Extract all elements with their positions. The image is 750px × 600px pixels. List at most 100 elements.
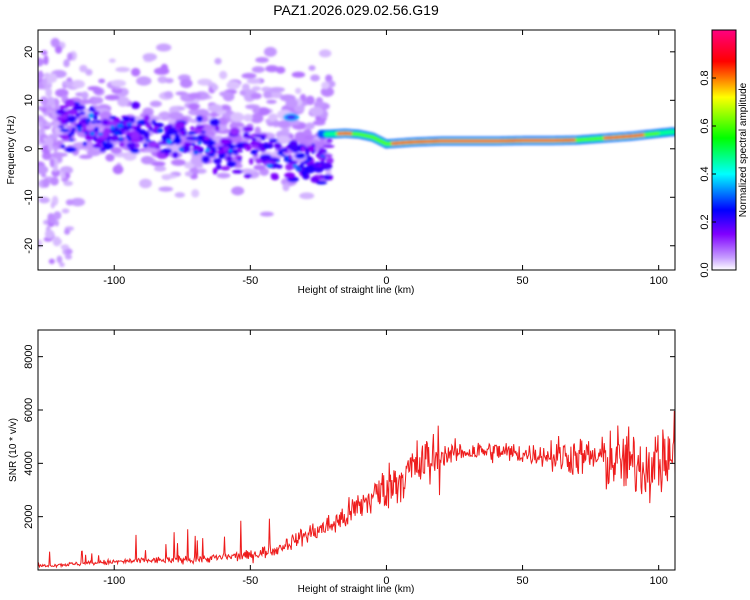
spectral-blob: [58, 105, 69, 110]
spectral-blob: [250, 149, 257, 155]
spectral-blob: [228, 149, 232, 153]
spectral-blob: [214, 57, 222, 65]
spectral-blob: [200, 130, 207, 134]
spectral-blob: [127, 137, 132, 142]
spectral-blob: [310, 176, 319, 183]
spectral-blob: [211, 84, 219, 91]
spectral-blob: [299, 163, 305, 168]
spectral-blob: [303, 175, 307, 179]
spectral-blob: [136, 123, 142, 127]
spectral-blob: [64, 99, 75, 107]
spectral-blob: [65, 199, 74, 206]
spectral-blob: [212, 167, 218, 175]
spectral-blob: [66, 109, 79, 115]
spectral-blob: [209, 118, 220, 127]
x-tick-label: 0: [383, 275, 389, 287]
spectral-blob: [67, 52, 73, 61]
snr-x-label: Height of straight line (km): [298, 584, 415, 595]
spectral-blob: [322, 144, 335, 148]
spectral-blob: [263, 46, 277, 57]
spectral-blob: [188, 103, 200, 111]
spectral-blob: [246, 78, 262, 84]
spectral-blob: [281, 128, 290, 133]
spectral-blob: [79, 64, 88, 73]
spectral-blob: [50, 176, 59, 186]
spectral-blob: [268, 113, 278, 122]
spectral-blob: [209, 141, 214, 146]
spectral-blob: [48, 133, 58, 139]
spectral-blob: [266, 99, 277, 104]
spectral-blob: [247, 145, 253, 150]
spectral-blob: [304, 166, 309, 172]
spectral-blob: [191, 142, 196, 147]
spectral-blob: [259, 211, 274, 217]
spectral-blob: [109, 134, 119, 142]
spectral-blob: [64, 118, 69, 124]
spectral-blob: [215, 163, 222, 170]
spectral-blob: [323, 174, 331, 181]
spectral-blob: [193, 150, 199, 155]
spectral-blob: [156, 128, 164, 133]
spectral-blob: [44, 229, 55, 239]
spectral-blob: [255, 57, 269, 63]
colorbar-gradient: [711, 29, 737, 271]
spectral-blob: [187, 131, 195, 136]
spectral-blob: [174, 121, 186, 129]
spectral-blob: [271, 91, 283, 99]
spectral-blob: [85, 68, 93, 76]
y-tick-label: 0: [23, 146, 35, 152]
spectral-blob: [59, 262, 65, 268]
spectral-blob: [117, 129, 121, 133]
spectral-blob: [38, 196, 50, 204]
spectral-blob: [110, 125, 114, 130]
spectral-blob: [189, 126, 195, 131]
spectral-blob: [299, 192, 315, 200]
spectral-blob: [149, 100, 162, 108]
spectral-blob: [112, 164, 124, 175]
spectral-blob: [101, 118, 109, 126]
spectral-blob: [256, 107, 271, 116]
spectral-blob: [64, 254, 73, 260]
spectral-blob: [89, 105, 95, 111]
spectral-blob: [65, 248, 73, 255]
spectral-blob: [220, 165, 231, 171]
spectral-blob: [59, 128, 70, 133]
spectral-blob: [260, 154, 272, 160]
spectral-blob: [191, 189, 200, 198]
spectral-blob: [144, 139, 151, 142]
spectral-blob: [48, 144, 54, 152]
spectrogram-marks: [38, 37, 675, 268]
spectral-blob: [117, 96, 129, 107]
spectral-blob: [43, 137, 48, 143]
spectral-blob: [188, 92, 201, 99]
spectral-blob: [108, 120, 118, 127]
spectral-blob: [45, 137, 54, 147]
spectral-blob: [185, 136, 196, 141]
spectral-blob: [217, 150, 224, 154]
spectral-blob: [174, 192, 186, 198]
spectral-blob: [107, 141, 112, 146]
spectral-blob: [210, 111, 218, 118]
spectral-blob: [42, 178, 50, 188]
spectral-blob: [243, 113, 253, 122]
x-tick-label: 100: [649, 275, 667, 287]
snr-panel: -100 -50 0 50 100 2000 4000 6000 8000 Height of…: [8, 329, 676, 595]
spectral-blob: [71, 127, 76, 131]
spectral-blob: [284, 172, 296, 179]
colorbar-tick-label: 0.4: [699, 166, 711, 181]
y-tick-label: 20: [23, 46, 35, 58]
spectral-blob: [71, 79, 85, 89]
spectral-blob: [237, 158, 242, 161]
spectral-blob: [75, 123, 83, 129]
spectral-blob: [173, 136, 182, 145]
spectral-blob: [213, 158, 222, 165]
colorbar-tick-label: 0.2: [699, 214, 711, 229]
spectral-blob: [295, 152, 306, 160]
spectral-blob: [262, 144, 274, 148]
spectral-blob: [63, 81, 74, 87]
spectral-blob: [197, 140, 202, 145]
spectral-blob: [104, 94, 120, 101]
spectral-blob: [82, 141, 88, 147]
spectral-blob: [215, 125, 220, 132]
